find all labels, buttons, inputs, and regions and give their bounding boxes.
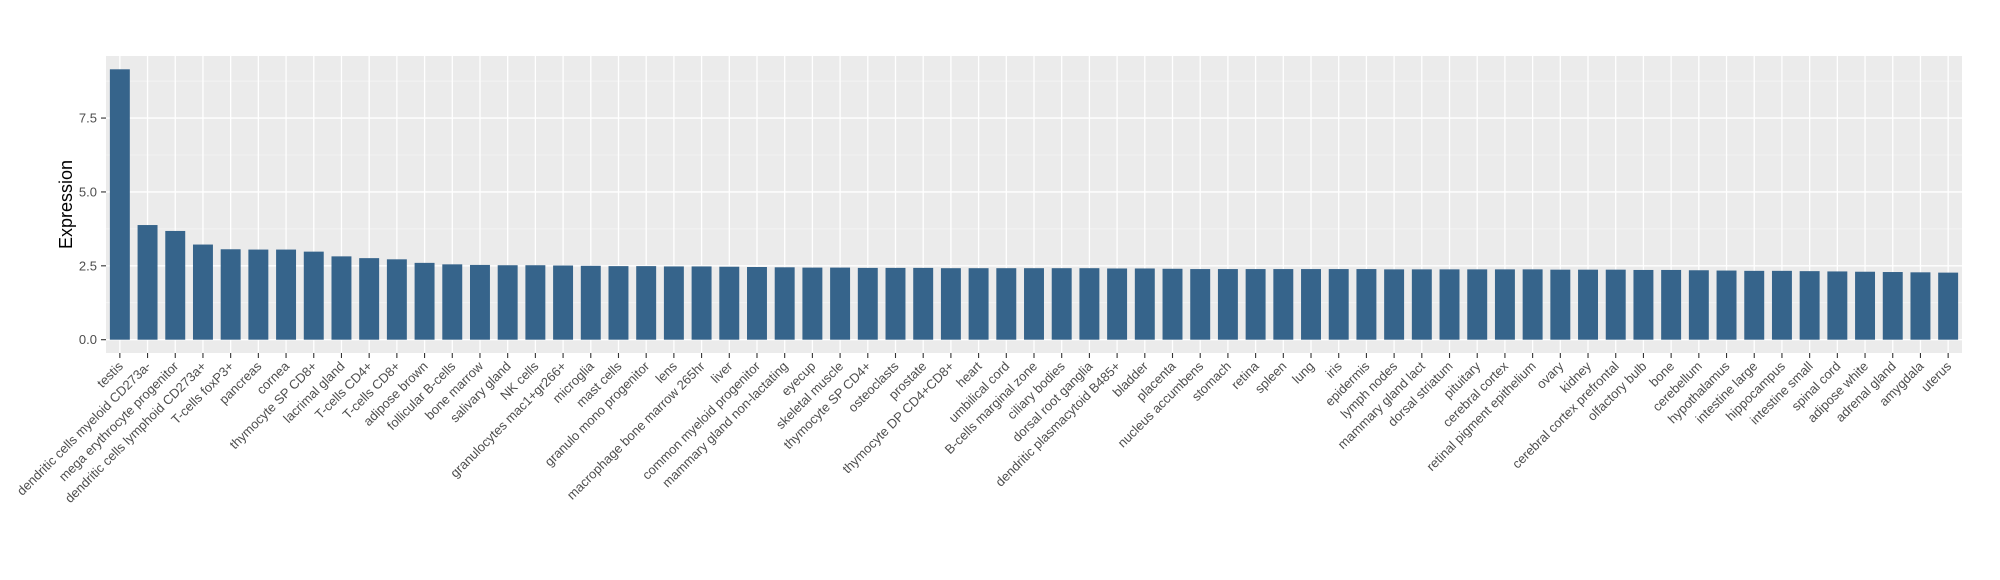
bar-65 [1910, 272, 1931, 340]
bar-33 [1024, 268, 1044, 340]
bar-50 [1494, 269, 1515, 340]
bar-22 [719, 266, 740, 340]
bar-54 [1605, 269, 1626, 340]
bar-2 [165, 230, 186, 340]
bar-34 [1051, 268, 1072, 340]
y-tick-label: 5.0 [79, 184, 97, 199]
bar-43 [1301, 269, 1321, 340]
bar-25 [802, 267, 823, 340]
bar-66 [1938, 272, 1959, 340]
bar-24 [774, 267, 795, 340]
bar-12 [442, 264, 463, 340]
bar-60 [1771, 270, 1792, 340]
bar-9 [359, 258, 380, 340]
bar-52 [1550, 269, 1571, 340]
x-tick-label: uterus [1918, 358, 1955, 395]
x-tick-label: mega erythrocyte progenitor [56, 358, 182, 484]
bar-19 [636, 266, 657, 340]
bar-11 [414, 262, 435, 340]
bar-18 [608, 266, 629, 340]
bar-5 [248, 249, 269, 340]
bar-3 [192, 244, 213, 340]
bar-6 [276, 249, 297, 340]
bar-13 [469, 264, 490, 340]
bar-40 [1217, 269, 1238, 340]
bar-39 [1190, 269, 1211, 340]
bar-10 [386, 259, 407, 340]
bar-14 [497, 265, 518, 340]
bar-61 [1799, 271, 1820, 340]
y-tick-label: 7.5 [79, 111, 97, 126]
bar-30 [940, 268, 961, 340]
bar-62 [1827, 271, 1848, 340]
bar-44 [1328, 269, 1349, 340]
bar-16 [553, 265, 574, 340]
bar-1 [137, 225, 158, 340]
bar-48 [1439, 269, 1460, 340]
bar-20 [663, 266, 684, 340]
bar-28 [885, 267, 906, 340]
bar-55 [1633, 269, 1654, 340]
bar-64 [1882, 272, 1903, 340]
bar-38 [1162, 268, 1183, 340]
bar-4 [220, 249, 241, 340]
bar-46 [1384, 269, 1405, 340]
bar-23 [747, 267, 767, 340]
bar-36 [1107, 268, 1128, 340]
bar-35 [1079, 268, 1100, 340]
bar-49 [1467, 269, 1488, 340]
bar-59 [1744, 270, 1765, 340]
bar-15 [525, 265, 546, 340]
y-axis-title: Expression [56, 160, 76, 249]
bar-29 [913, 267, 934, 340]
bars [109, 69, 1959, 340]
x-tick-label: spleen [1252, 359, 1290, 397]
y-tick-label: 0.0 [79, 332, 97, 347]
bar-26 [830, 267, 851, 340]
bar-42 [1273, 269, 1294, 340]
x-tick-label: lung [1289, 359, 1317, 387]
bar-8 [331, 256, 352, 340]
bar-47 [1411, 269, 1432, 340]
bar-17 [580, 265, 601, 340]
bar-56 [1661, 269, 1682, 340]
bar-45 [1356, 269, 1377, 340]
y-tick-label: 2.5 [79, 258, 97, 273]
bar-31 [968, 268, 989, 340]
bar-58 [1716, 270, 1737, 340]
bar-51 [1522, 269, 1543, 340]
bar-53 [1578, 269, 1599, 340]
bar-32 [996, 268, 1017, 340]
bar-21 [691, 266, 712, 340]
y-axis: 0.0 2.5 5.0 7.5 [79, 111, 106, 347]
bar-27 [857, 267, 878, 340]
bar-41 [1245, 269, 1266, 340]
bar-0 [109, 69, 130, 340]
bar-57 [1688, 270, 1709, 340]
bar-63 [1855, 271, 1876, 340]
bar-7 [303, 251, 324, 340]
bar-37 [1134, 268, 1155, 340]
